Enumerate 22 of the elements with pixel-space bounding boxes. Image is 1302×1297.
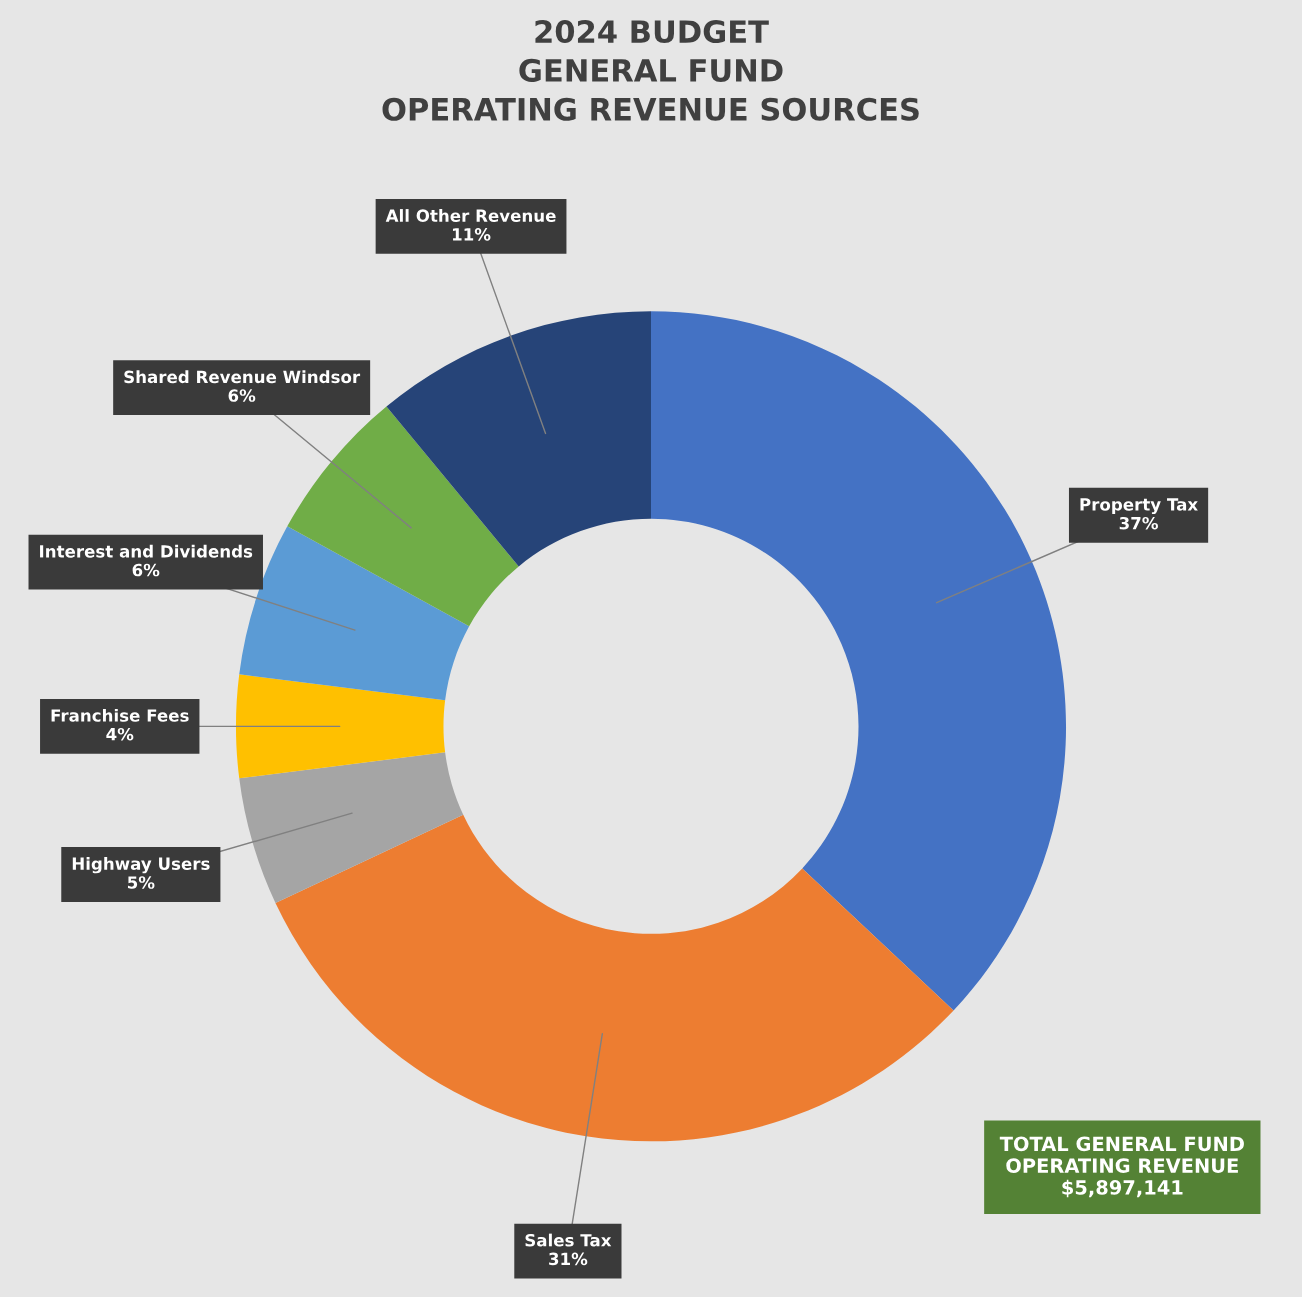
chart-title: 2024 BUDGET GENERAL FUND OPERATING REVENUE SOURCES <box>382 19 919 121</box>
data-label: 6% <box>228 389 256 402</box>
donut-slice <box>386 311 651 567</box>
slice-label: Franchise Fees <box>51 708 189 722</box>
donut-slice <box>239 752 464 904</box>
slice-label: Sales Tax <box>525 1233 612 1247</box>
slice-label: All Other Revenue <box>385 209 556 222</box>
data-label: 37% <box>1119 516 1158 530</box>
data-label: 11% <box>452 228 491 241</box>
data-label: 6% <box>132 563 160 577</box>
data-label: 31% <box>549 1252 588 1266</box>
data-label: 5% <box>127 876 155 889</box>
data-label: 4% <box>106 727 134 741</box>
donut-slice <box>275 814 954 1142</box>
slice-label: Interest and Dividends <box>40 544 253 558</box>
donut-slice <box>651 311 1066 1011</box>
slice-label: Property Tax <box>1080 498 1198 515</box>
slice-label: Highway Users <box>72 857 210 874</box>
slice-label: Shared Revenue Windsor <box>124 370 361 384</box>
donut-slice <box>287 406 519 627</box>
donut-slice <box>235 674 446 779</box>
text: TOTAL GENERAL FUND OPERATING REVENUE $5,897,141 <box>999 1136 1244 1198</box>
